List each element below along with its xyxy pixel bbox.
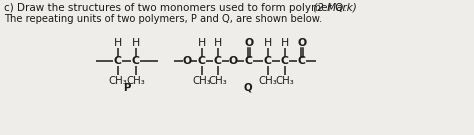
- Text: C: C: [264, 56, 272, 66]
- Text: C: C: [132, 56, 140, 66]
- Text: H: H: [214, 38, 222, 48]
- Text: O: O: [245, 38, 254, 48]
- Text: P: P: [123, 83, 131, 93]
- Text: CH₃: CH₃: [275, 75, 294, 85]
- Text: C: C: [114, 56, 122, 66]
- Text: C: C: [214, 56, 222, 66]
- Text: CH₃: CH₃: [127, 75, 146, 85]
- Text: C: C: [281, 56, 289, 66]
- Text: CH₃: CH₃: [209, 75, 228, 85]
- Text: H: H: [114, 38, 122, 48]
- Text: H: H: [264, 38, 272, 48]
- Text: CH₃: CH₃: [109, 75, 128, 85]
- Text: H: H: [132, 38, 140, 48]
- Text: H: H: [281, 38, 289, 48]
- Text: CH₃: CH₃: [259, 75, 277, 85]
- Text: Q: Q: [244, 83, 252, 93]
- Text: The repeating units of two polymers, P and Q, are shown below.: The repeating units of two polymers, P a…: [4, 14, 322, 24]
- Text: c) Draw the structures of two monomers used to form polymer Q.: c) Draw the structures of two monomers u…: [4, 3, 347, 13]
- Text: CH₃: CH₃: [192, 75, 211, 85]
- Text: O: O: [298, 38, 307, 48]
- Text: O: O: [182, 56, 191, 66]
- Text: (2 Mark): (2 Mark): [310, 3, 357, 13]
- Text: H: H: [198, 38, 206, 48]
- Text: O: O: [228, 56, 237, 66]
- Text: C: C: [198, 56, 206, 66]
- Text: C: C: [298, 56, 306, 66]
- Text: C: C: [245, 56, 253, 66]
